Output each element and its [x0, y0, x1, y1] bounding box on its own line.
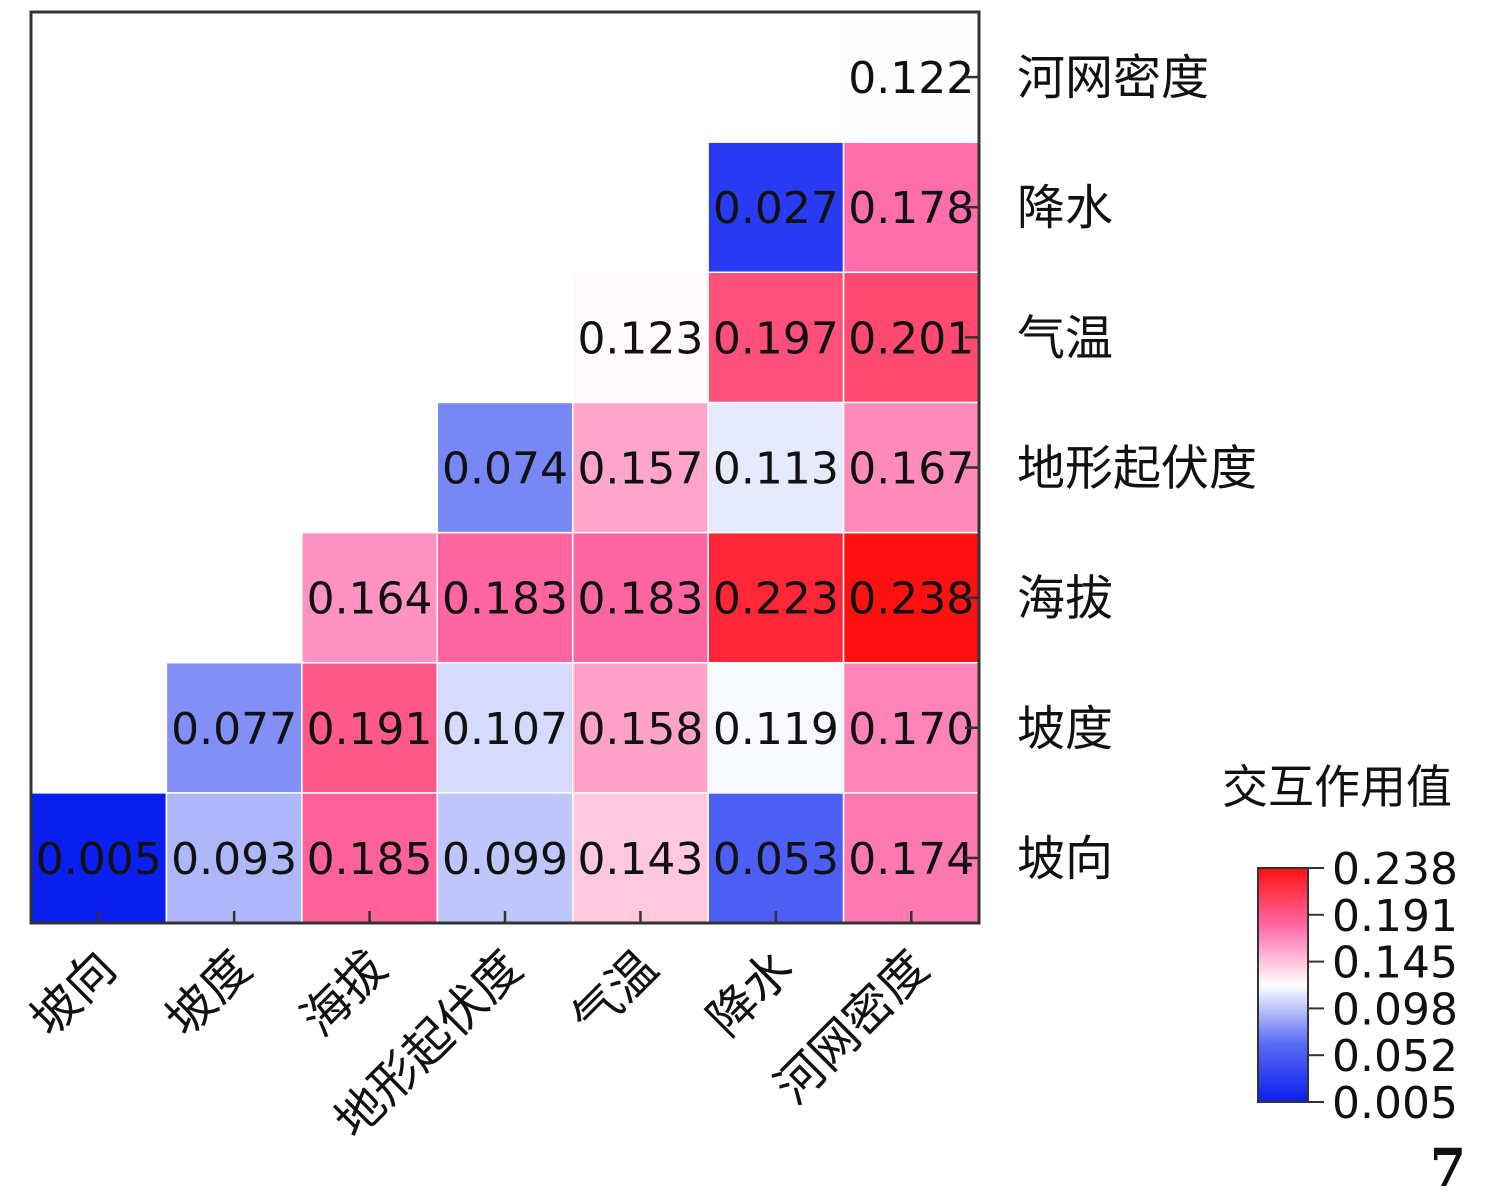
heatmap-cells: 0.005 0.093 0.185 0.099 0.143 0.053 0.174 0.077…	[30, 11, 980, 924]
heatmap-cell	[707, 531, 845, 664]
heatmap-cell	[436, 661, 574, 794]
cell-value-label: 0.027	[713, 183, 839, 234]
bottom-axis-label: 坡度	[155, 940, 262, 1047]
heatmap-cell	[707, 792, 845, 924]
colorbar-tick-label: 0.191	[1332, 891, 1458, 942]
cell-value-label: 0.183	[577, 574, 703, 625]
heatmap-cell	[436, 531, 574, 664]
cell-value-label: 0.167	[848, 444, 974, 495]
cell-value-label: 0.099	[442, 834, 568, 885]
heatmap-cell	[571, 792, 709, 924]
cell-value-label: 0.158	[577, 704, 703, 755]
axis-ticks	[97, 75, 979, 923]
cell-value-label: 0.107	[442, 704, 568, 755]
heatmap-cell	[571, 531, 709, 664]
cell-value-label: 0.119	[713, 704, 839, 755]
cell-value-label: 0.123	[577, 313, 703, 364]
cell-value-label: 0.093	[171, 834, 297, 885]
heatmap-cell	[571, 401, 709, 534]
cell-value-label: 0.223	[713, 574, 839, 625]
bottom-axis-label: 气温	[561, 940, 668, 1047]
bottom-axis-label: 坡向	[20, 940, 127, 1047]
cell-value-label: 0.170	[848, 704, 974, 755]
heatmap-cell	[301, 661, 439, 794]
right-axis-label: 河网密度	[1017, 50, 1209, 106]
right-axis-label: 坡向	[1017, 831, 1113, 887]
heatmap-cell	[842, 531, 980, 664]
heatmap-cell	[30, 792, 168, 924]
cell-value-label: 0.191	[307, 704, 433, 755]
cell-value-label: 0.238	[848, 574, 974, 625]
cell-value-label: 0.005	[36, 834, 162, 885]
cell-value-label: 0.077	[171, 704, 297, 755]
cell-value-label: 0.185	[307, 834, 433, 885]
bottom-axis-label: 降水	[697, 940, 804, 1047]
cell-value-label: 0.197	[713, 313, 839, 364]
heatmap-cell	[842, 141, 980, 274]
cell-value-label: 0.074	[442, 444, 568, 495]
cell-value-label: 0.174	[848, 834, 974, 885]
cell-value-label: 0.053	[713, 834, 839, 885]
colorbar-tick-label: 0.145	[1332, 938, 1458, 989]
cell-value-label: 0.143	[577, 834, 703, 885]
colorbar-tick-label: 0.238	[1332, 844, 1458, 895]
right-axis-label: 地形起伏度	[1017, 441, 1257, 497]
heatmap-cell	[707, 661, 845, 794]
cell-value-label: 0.201	[848, 313, 974, 364]
right-axis-label: 气温	[1017, 310, 1113, 366]
colorbar-title: 交互作用值	[1222, 760, 1452, 814]
right-axis-label: 降水	[1017, 180, 1113, 236]
right-axis-label: 坡度	[1017, 701, 1113, 757]
heatmap-cell	[165, 661, 303, 794]
colorbar-tick-label: 0.098	[1332, 984, 1458, 1035]
cell-value-label: 0.183	[442, 574, 568, 625]
heatmap-cell	[301, 531, 439, 664]
panel-label: 7	[1430, 1138, 1466, 1199]
heatmap-cell	[436, 401, 574, 534]
heatmap-cell	[571, 271, 709, 404]
heatmap-cell	[842, 11, 980, 143]
heatmap-cell	[436, 792, 574, 924]
cell-value-label: 0.122	[848, 53, 974, 104]
cell-value-label: 0.178	[848, 183, 974, 234]
cell-value-label: 0.157	[577, 444, 703, 495]
cell-value-label: 0.113	[713, 444, 839, 495]
colorbar-gradient	[1257, 867, 1309, 1103]
heatmap-cell	[842, 271, 980, 404]
heatmap-cell	[707, 401, 845, 534]
colorbar-tick-label: 0.052	[1332, 1031, 1458, 1082]
heatmap-cell	[165, 792, 303, 924]
colorbar-tick-label: 0.005	[1332, 1078, 1458, 1129]
bottom-axis-label: 海拔	[291, 940, 398, 1047]
cell-value-label: 0.164	[307, 574, 433, 625]
right-axis-label: 海拔	[1017, 571, 1113, 627]
right-axis-labels: 坡向 坡度 海拔 地形起伏度 气温 降水 河网密度	[1017, 50, 1257, 887]
heatmap-cell	[842, 661, 980, 794]
